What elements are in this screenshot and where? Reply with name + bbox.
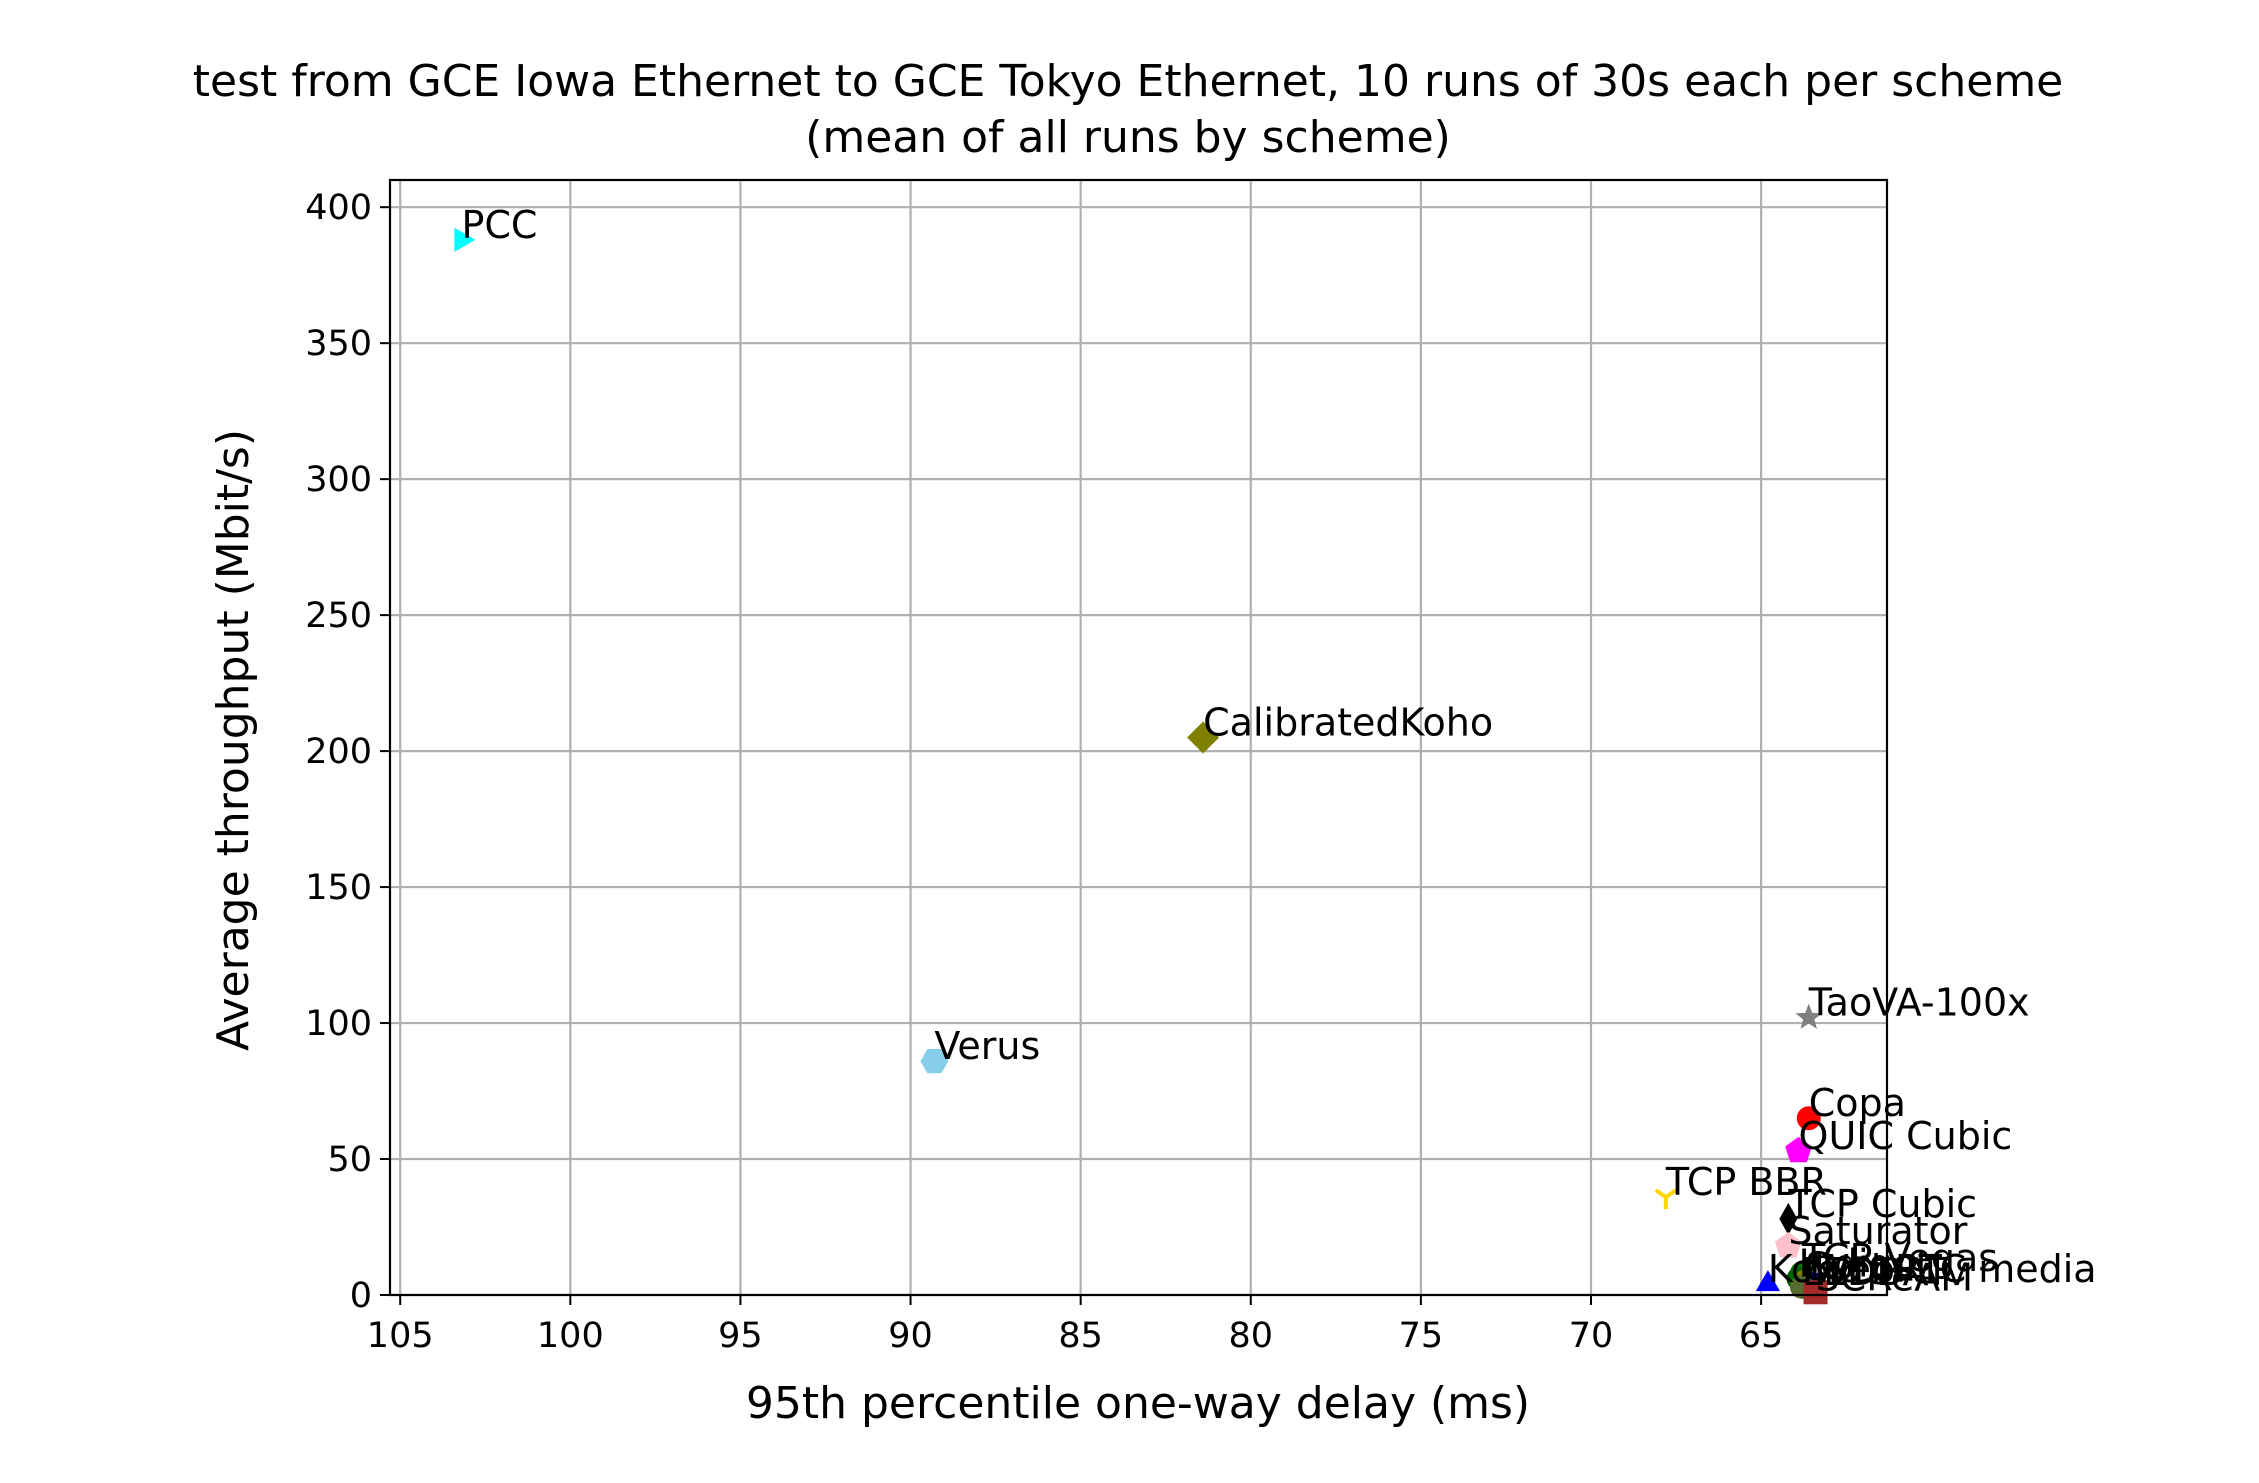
x-tick-label: 75 bbox=[1399, 1316, 1444, 1356]
point-label: Verus bbox=[934, 1024, 1040, 1068]
point-label: WebRTC media bbox=[1812, 1247, 2096, 1291]
x-tick-label: 105 bbox=[367, 1316, 434, 1356]
x-tick-label: 95 bbox=[718, 1316, 763, 1356]
point-tcp-cubic bbox=[1779, 1202, 1798, 1235]
point-koho bbox=[1755, 1270, 1780, 1292]
chart-title: test from GCE Iowa Ethernet to GCE Tokyo… bbox=[193, 56, 2064, 107]
x-tick-label: 85 bbox=[1058, 1316, 1103, 1356]
chart-subtitle: (mean of all runs by scheme) bbox=[805, 112, 1451, 163]
x-tick-label: 65 bbox=[1739, 1316, 1784, 1356]
point-pcc bbox=[454, 227, 476, 252]
y-axis-label: Average throughput (Mbit/s) bbox=[208, 429, 259, 1051]
point-label: Koho bbox=[1768, 1247, 1862, 1291]
point-label: Indigo bbox=[1799, 1242, 1916, 1286]
point-label: Copa bbox=[1809, 1081, 1906, 1125]
data-points bbox=[454, 227, 1828, 1305]
point-label: TCP Vegas bbox=[1801, 1236, 1998, 1280]
y-tick-label: 0 bbox=[350, 1276, 372, 1316]
axis-ticks: 105 100 95 90 85 80 75 70 65 0 50 100 150 200 250 300 35… bbox=[305, 188, 1783, 1356]
point-scream bbox=[1803, 1280, 1828, 1305]
y-tick-label: 200 bbox=[305, 732, 372, 772]
point-label: CalibratedKoho bbox=[1203, 701, 1493, 745]
point-saturator bbox=[1775, 1232, 1802, 1258]
point-labels: PCC CalibratedKoho Verus TaoVA-100x CopaQUIC… bbox=[461, 203, 2096, 1299]
point-label: Saturator bbox=[1788, 1209, 1967, 1253]
point-label: TaoVA-100x bbox=[1808, 981, 2030, 1025]
point-quic-cubic bbox=[1785, 1136, 1812, 1163]
x-tick-label: 90 bbox=[888, 1316, 933, 1356]
point-label: QUIC Cubic bbox=[1799, 1114, 2013, 1158]
point-label: LEDBAT bbox=[1802, 1250, 1950, 1294]
x-tick-label: 80 bbox=[1229, 1316, 1274, 1356]
y-tick-label: 150 bbox=[305, 868, 372, 908]
x-tick-label: 70 bbox=[1569, 1316, 1614, 1356]
y-tick-label: 300 bbox=[305, 460, 372, 500]
y-tick-label: 50 bbox=[327, 1140, 372, 1180]
y-tick-label: 100 bbox=[305, 1004, 372, 1044]
x-tick-label: 100 bbox=[537, 1316, 604, 1356]
point-label: TCP Cubic bbox=[1787, 1182, 1977, 1226]
point-label: SCReAM bbox=[1816, 1255, 1974, 1299]
y-tick-label: 350 bbox=[305, 324, 372, 364]
point-taova-100x bbox=[1795, 1003, 1823, 1029]
point-copa bbox=[1796, 1106, 1821, 1131]
y-tick-label: 250 bbox=[305, 596, 372, 636]
point-label: PCC bbox=[461, 203, 537, 247]
x-axis-label: 95th percentile one-way delay (ms) bbox=[746, 1378, 1530, 1429]
y-tick-label: 400 bbox=[305, 188, 372, 228]
point-label: Sprout bbox=[1805, 1244, 1930, 1288]
point-verus bbox=[920, 1049, 949, 1074]
point-tcp-bbr bbox=[1654, 1188, 1677, 1210]
grid-lines bbox=[390, 180, 1887, 1297]
plot-frame bbox=[388, 178, 1889, 1297]
point-label: TCP BBR bbox=[1665, 1160, 1827, 1204]
point-calibratedkoho bbox=[1187, 721, 1220, 754]
